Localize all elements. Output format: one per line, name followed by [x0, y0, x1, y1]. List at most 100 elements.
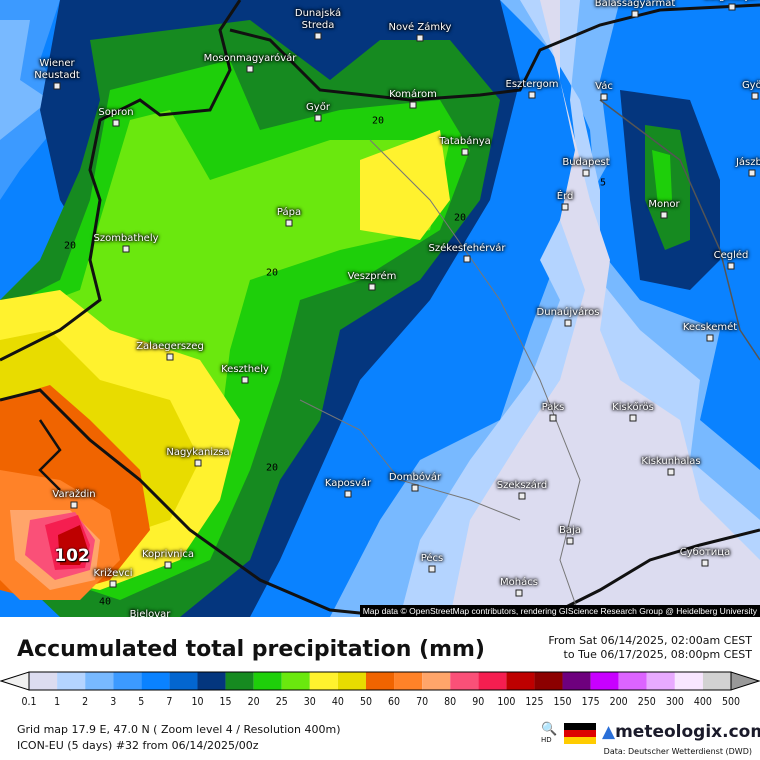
- city-marker: [660, 211, 668, 219]
- city-label: Kiskőrös: [612, 402, 654, 413]
- legend-label: 0.1: [21, 696, 37, 708]
- city-marker: [629, 414, 637, 422]
- city-label: Dombóvár: [388, 472, 442, 483]
- city-marker: [246, 65, 254, 73]
- legend-swatch: [646, 672, 675, 690]
- city-marker: [409, 101, 417, 109]
- city-label: Keszthely: [221, 364, 269, 375]
- legend-swatch: [394, 672, 423, 690]
- map-attribution[interactable]: Map data © OpenStreetMap contributors, r…: [359, 605, 760, 617]
- city-label: Paks: [541, 402, 565, 413]
- legend-label: 250: [637, 696, 656, 708]
- hd-label: HD: [541, 736, 552, 744]
- city-marker: [461, 148, 469, 156]
- contour-label: 20: [265, 267, 279, 279]
- legend-swatch: [337, 672, 366, 690]
- legend-label: 30: [303, 696, 316, 708]
- legend-label: 400: [693, 696, 712, 708]
- legend-label: 150: [553, 696, 572, 708]
- legend-label: 20: [247, 696, 260, 708]
- city-label: Monor: [648, 199, 680, 210]
- city-label: Vác: [595, 81, 613, 92]
- legend-swatch: [197, 672, 226, 690]
- city-label: Szombathely: [93, 233, 159, 244]
- city-marker: [314, 114, 322, 122]
- city-label: Суботица: [679, 547, 731, 558]
- legend-label: 80: [444, 696, 457, 708]
- legend-label: 5: [138, 696, 145, 708]
- city-marker: [122, 245, 130, 253]
- city-label: Pápa: [276, 207, 302, 218]
- legend-label: 3: [110, 696, 117, 708]
- city-marker: [109, 580, 117, 588]
- city-marker: [164, 561, 172, 569]
- city-marker: [166, 353, 174, 361]
- city-label: Varaždin: [52, 489, 96, 500]
- city-label: Budapest: [562, 157, 610, 168]
- city-label: Esztergom: [505, 79, 559, 90]
- city-label: Kaposvár: [324, 478, 372, 489]
- city-marker: [368, 283, 376, 291]
- contour-label: 20: [265, 462, 279, 474]
- legend-label: 200: [609, 696, 628, 708]
- city-marker: [728, 3, 736, 11]
- city-label: Koprivnica: [141, 549, 195, 560]
- contour-label: 20: [371, 115, 385, 127]
- city-marker: [53, 82, 61, 90]
- legend-label: 300: [665, 696, 684, 708]
- city-label: Pécs: [420, 553, 444, 564]
- time-period: From Sat 06/14/2025, 02:00am CEST to Tue…: [548, 634, 752, 662]
- city-marker: [748, 169, 756, 177]
- legend-swatch: [57, 672, 86, 690]
- city-marker: [667, 468, 675, 476]
- legend-label: 175: [581, 696, 600, 708]
- legend-swatch: [281, 672, 310, 690]
- city-marker: [518, 492, 526, 500]
- legend-swatch: [29, 672, 58, 690]
- contour-label: 40: [98, 596, 112, 608]
- city-label: Dunajská Streda: [294, 8, 342, 31]
- legend-swatch: [562, 672, 591, 690]
- city-label: Kiskunhalas: [641, 456, 701, 467]
- legend-arrow-low: [0, 671, 30, 691]
- city-label: Mohács: [500, 577, 538, 588]
- city-marker: [706, 334, 714, 342]
- city-marker: [561, 203, 569, 211]
- legend-swatch: [169, 672, 198, 690]
- contour-label: 20: [63, 240, 77, 252]
- city-label: Križevci: [93, 568, 133, 579]
- city-marker: [727, 262, 735, 270]
- hd-zoom-icon[interactable]: 🔍 HD: [541, 722, 558, 744]
- city-marker: [344, 490, 352, 498]
- city-label: Wiener Neustadt: [34, 58, 80, 81]
- legend-swatch: [225, 672, 254, 690]
- city-label: Baja: [559, 525, 581, 536]
- legend-swatch: [506, 672, 535, 690]
- grid-info: Grid map 17.9 E, 47.0 N ( Zoom level 4 /…: [17, 723, 341, 736]
- legend-border: [28, 671, 732, 691]
- legend-label: 40: [331, 696, 344, 708]
- city-label: Nové Zámky: [388, 22, 452, 33]
- city-label: Szekszárd: [496, 480, 548, 491]
- city-marker: [463, 255, 471, 263]
- city-label: Nagykanizsa: [166, 447, 230, 458]
- legend-label: 60: [388, 696, 401, 708]
- precipitation-field: [0, 0, 760, 617]
- city-marker: [528, 91, 536, 99]
- city-label: Veszprém: [347, 271, 397, 282]
- legend-label: 2: [82, 696, 89, 708]
- meteologix-logo[interactable]: ▲meteologix.com: [602, 722, 760, 742]
- city-marker: [428, 565, 436, 573]
- legend-swatch: [534, 672, 563, 690]
- city-marker: [582, 169, 590, 177]
- legend-swatch: [365, 672, 395, 690]
- city-marker: [631, 10, 639, 18]
- city-marker: [285, 219, 293, 227]
- legend-swatch: [141, 672, 170, 690]
- city-label: Salgótarján: [703, 0, 760, 3]
- city-marker: [70, 501, 78, 509]
- city-label: Komárom: [389, 89, 437, 100]
- color-legend: [0, 671, 760, 691]
- model-info: ICON-EU (5 days) #32 from 06/14/2025/00z: [17, 739, 259, 752]
